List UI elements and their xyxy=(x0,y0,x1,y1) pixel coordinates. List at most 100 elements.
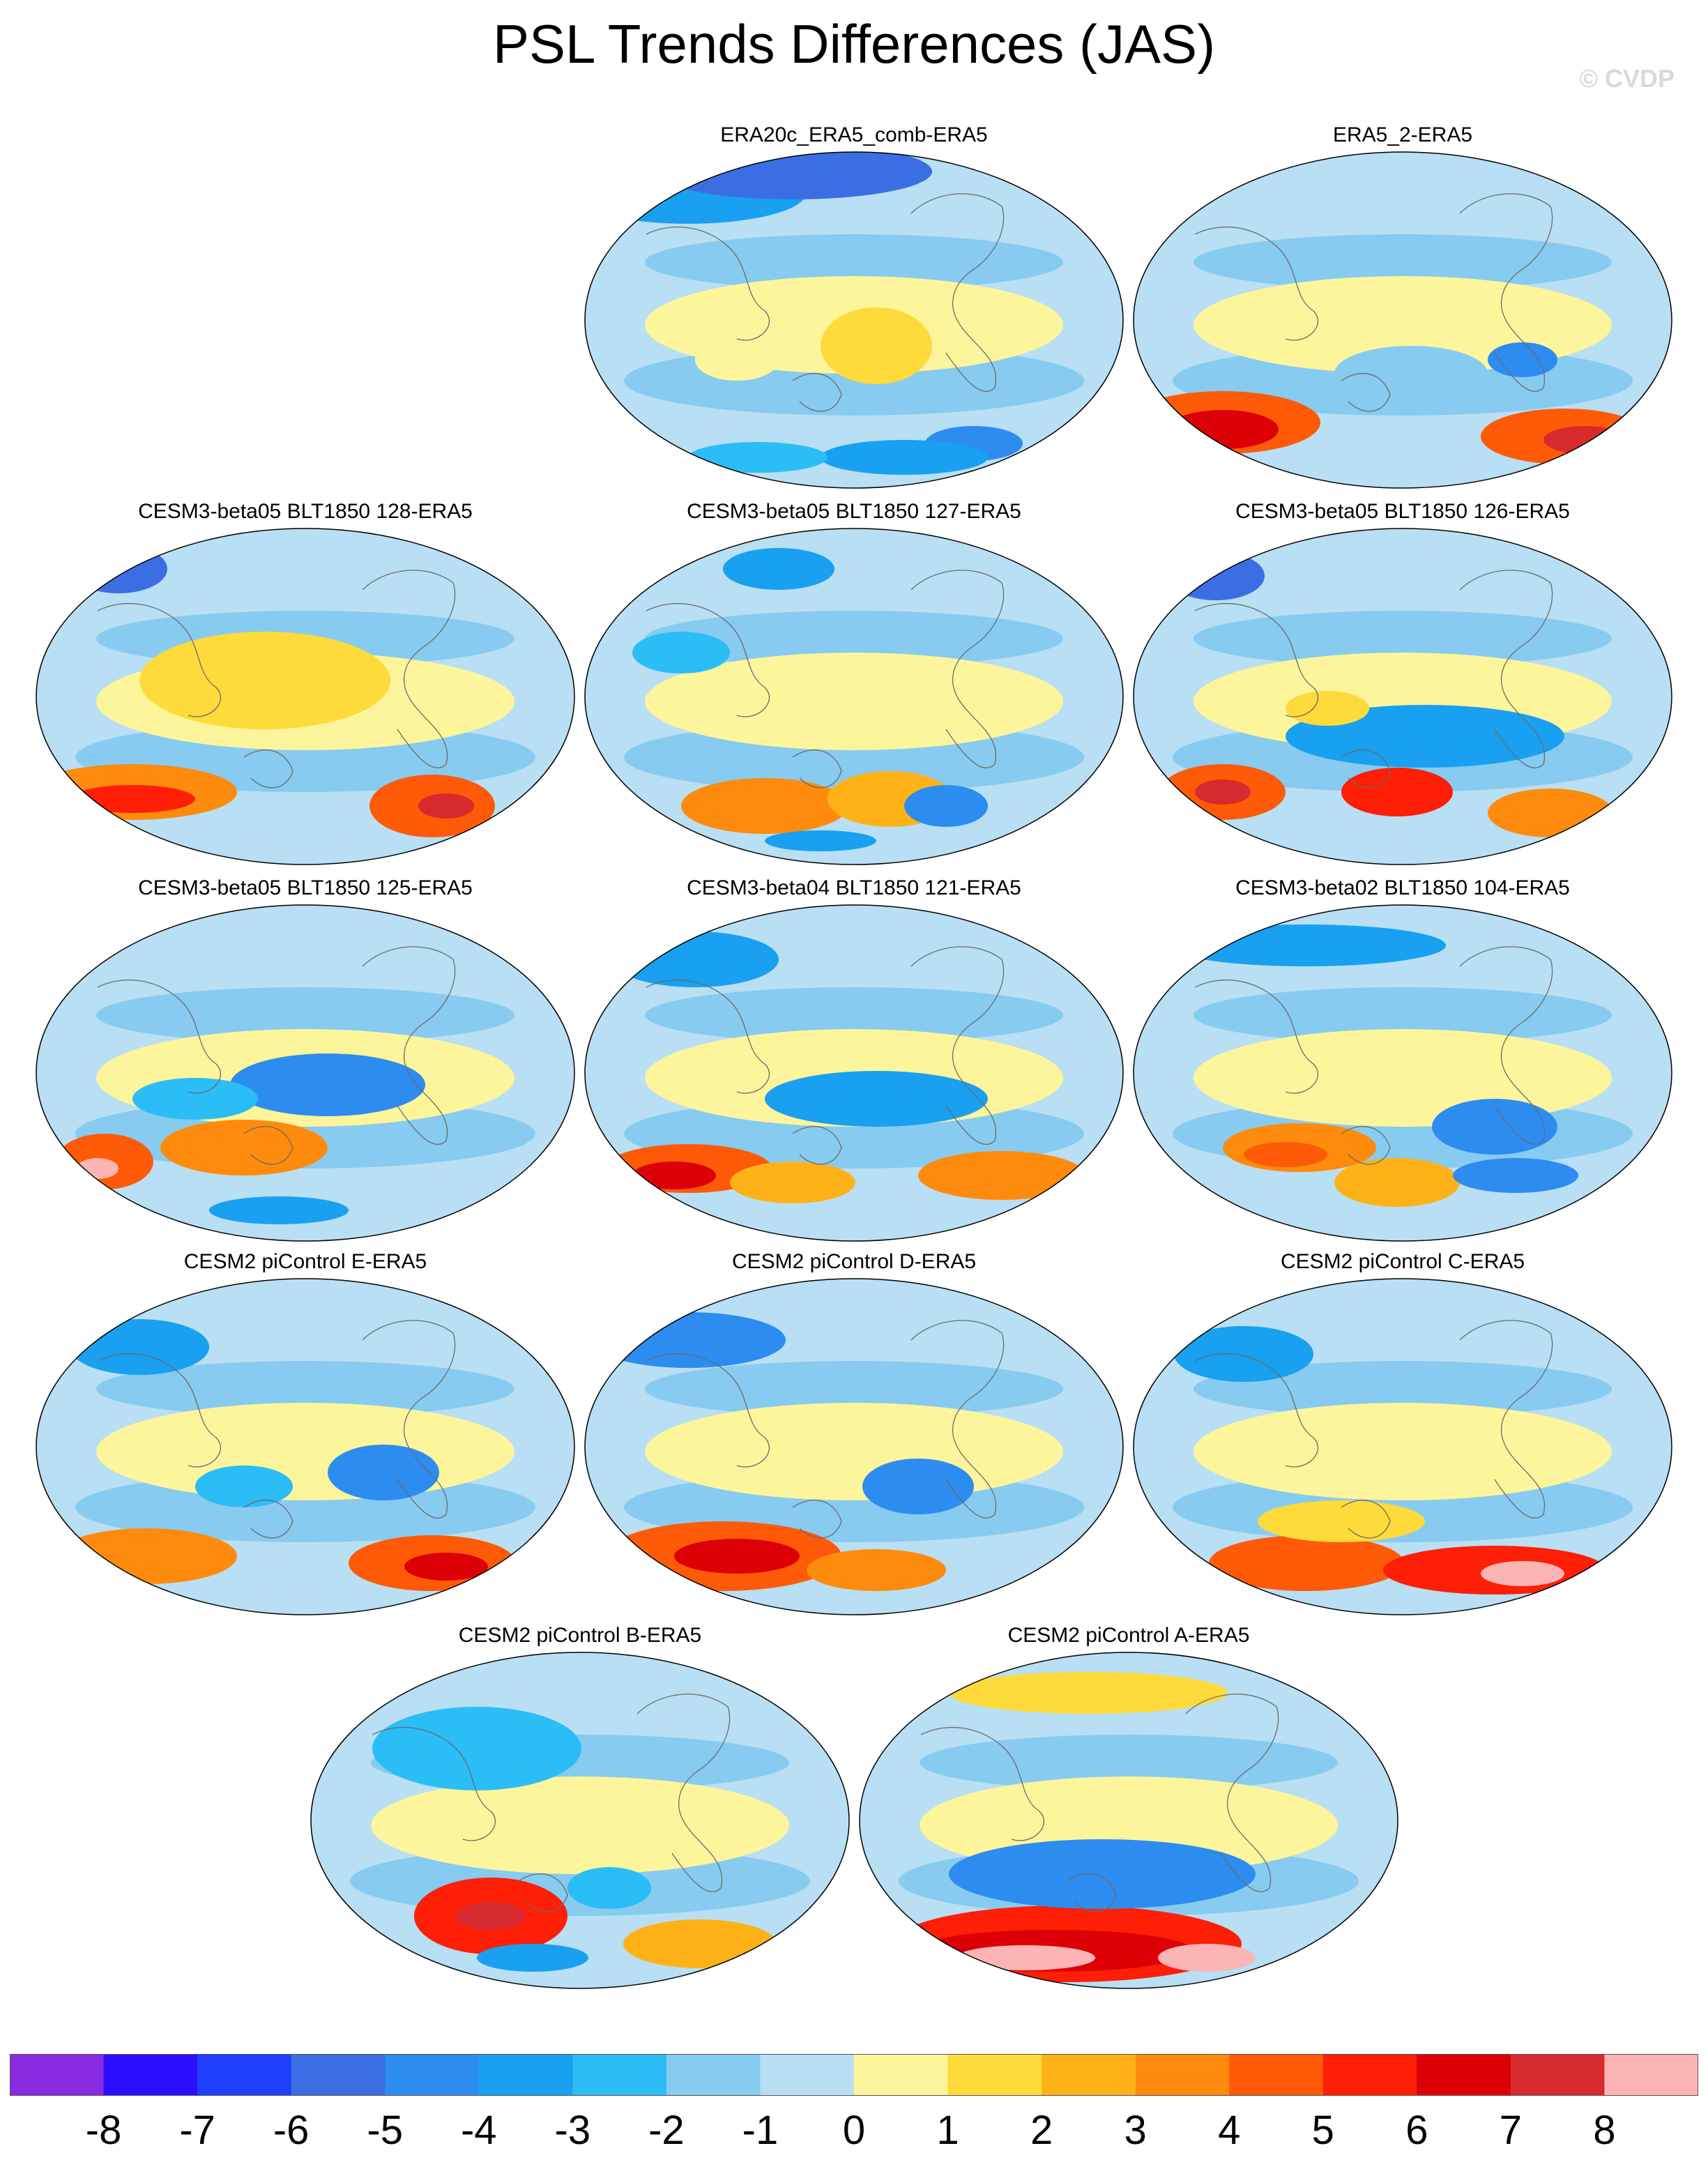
panel-title: CESM2 piControl A-ERA5 xyxy=(1007,1624,1250,1647)
colorbar-swatch xyxy=(1042,2054,1136,2096)
map-pic-a xyxy=(859,1652,1398,1989)
anomaly-region xyxy=(70,785,195,813)
colorbar-tick-label: 4 xyxy=(1218,2108,1241,2153)
anomaly-region xyxy=(404,1553,488,1581)
coastline xyxy=(792,1126,842,1165)
anomaly-region xyxy=(632,1162,716,1189)
map-border xyxy=(310,1652,850,1989)
anomaly-region xyxy=(949,1672,1228,1714)
anomaly-region xyxy=(1194,1361,1612,1417)
anomaly-region xyxy=(1453,1158,1578,1193)
colorbar-tick-label: -8 xyxy=(85,2108,122,2153)
map-b127 xyxy=(584,528,1124,865)
colorbar-tick-label: 2 xyxy=(1030,2108,1053,2153)
anomaly-region xyxy=(681,778,848,834)
anomaly-region xyxy=(862,1459,974,1514)
map-border xyxy=(36,904,575,1242)
anomaly-region xyxy=(611,931,779,987)
coastline xyxy=(792,373,842,412)
map-panel: CESM3-beta02 BLT1850 104-ERA5 xyxy=(1131,876,1675,1245)
coastline xyxy=(243,1126,293,1165)
coastline xyxy=(97,979,221,1094)
anomaly-region xyxy=(645,1361,1063,1417)
anomaly-region xyxy=(723,548,834,590)
map-b104 xyxy=(1133,904,1672,1242)
anomaly-region xyxy=(372,1707,581,1790)
coastline xyxy=(372,1726,496,1841)
anomaly-region xyxy=(96,1361,514,1417)
map-border xyxy=(1133,904,1672,1242)
colorbar-tick-label: -7 xyxy=(179,2108,215,2153)
colorbar-tick-label: 5 xyxy=(1311,2108,1334,2153)
anomaly-region xyxy=(821,307,932,384)
map-border xyxy=(36,1278,575,1615)
credit-watermark: © CVDP xyxy=(1579,64,1675,93)
map-era5-2 xyxy=(1133,151,1672,489)
map-border xyxy=(1133,1278,1672,1615)
coastline xyxy=(1459,570,1553,769)
panel-title: CESM3-beta05 BLT1850 127-ERA5 xyxy=(687,500,1021,523)
map-border xyxy=(584,528,1124,865)
coastline xyxy=(792,1500,842,1539)
anomaly-region xyxy=(1194,987,1612,1043)
coastline xyxy=(646,1353,770,1468)
coastline xyxy=(1341,373,1391,412)
coastline xyxy=(362,1320,456,1519)
anomaly-region xyxy=(1488,789,1613,837)
coastline xyxy=(362,570,456,769)
anomaly-region xyxy=(674,1539,800,1574)
anomaly-region xyxy=(920,1735,1338,1790)
colorbar-tick-label: 3 xyxy=(1124,2108,1147,2153)
anomaly-region xyxy=(695,339,779,381)
map-panel: CESM2 piControl C-ERA5 xyxy=(1131,1249,1675,1619)
anomaly-region xyxy=(160,1120,328,1175)
coastline xyxy=(910,570,1005,769)
colorbar-swatch xyxy=(572,2054,667,2096)
coastline xyxy=(792,749,842,789)
anomaly-region xyxy=(1488,342,1557,377)
coastline xyxy=(910,193,1005,393)
map-border xyxy=(859,1652,1398,1989)
anomaly-region xyxy=(477,1944,588,1972)
anomaly-region xyxy=(730,1162,855,1203)
anomaly-region xyxy=(590,1312,786,1368)
colorbar-tick-label: -6 xyxy=(273,2108,310,2153)
anomaly-region xyxy=(1543,426,1627,454)
colorbar-tick-label: -1 xyxy=(742,2108,779,2153)
anomaly-region xyxy=(230,1053,425,1116)
map-b125 xyxy=(36,904,575,1242)
coastline xyxy=(243,1500,293,1539)
map-border xyxy=(584,1278,1124,1615)
map-pic-e xyxy=(36,1278,575,1615)
panel-title: ERA20c_ERA5_comb-ERA5 xyxy=(720,123,988,146)
panel-title: CESM3-beta04 BLT1850 121-ERA5 xyxy=(687,876,1021,899)
colorbar xyxy=(10,2054,1698,2096)
colorbar-tick-label: 6 xyxy=(1405,2108,1428,2153)
coastline xyxy=(646,226,770,341)
anomaly-region xyxy=(645,987,1063,1043)
anomaly-region xyxy=(1481,1561,1564,1586)
coastline xyxy=(518,1873,568,1912)
colorbar-tick-label: -3 xyxy=(554,2108,591,2153)
colorbar-tick-label: 0 xyxy=(842,2108,866,2153)
map-border xyxy=(1133,151,1672,489)
map-b121 xyxy=(584,904,1124,1242)
coastline xyxy=(1185,1694,1279,1893)
coastline xyxy=(1459,1320,1553,1519)
colorbar-swatch xyxy=(760,2054,855,2096)
map-era20c xyxy=(584,151,1124,489)
anomaly-region xyxy=(70,545,167,593)
colorbar-swatch xyxy=(291,2054,386,2096)
anomaly-region xyxy=(918,1151,1085,1200)
anomaly-region xyxy=(371,1776,789,1874)
colorbar-swatch xyxy=(1322,2054,1417,2096)
anomaly-region xyxy=(1286,691,1369,726)
panel-title: CESM3-beta05 BLT1850 125-ERA5 xyxy=(138,876,473,899)
coastline xyxy=(920,1726,1044,1841)
anomaly-region xyxy=(1195,779,1251,805)
colorbar-swatch xyxy=(666,2054,761,2096)
anomaly-region xyxy=(1209,1535,1404,1591)
anomaly-region xyxy=(328,1445,439,1500)
map-panel: CESM3-beta05 BLT1850 128-ERA5 xyxy=(33,499,577,869)
coastline xyxy=(362,946,456,1146)
